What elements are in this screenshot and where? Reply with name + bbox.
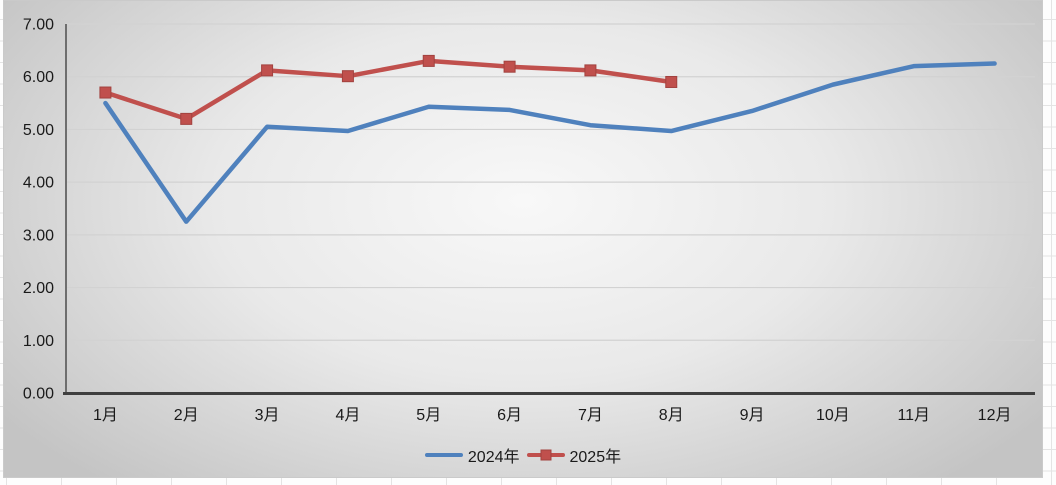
data-point-marker[interactable] (180, 112, 193, 125)
data-point-marker[interactable] (341, 70, 354, 83)
data-point-marker[interactable] (584, 64, 597, 77)
x-tick-labels: 1月 2月 3月 4月 5月 6月 7月 8月 9月 10月 11月 12月 (93, 407, 1012, 424)
data-point-marker[interactable] (665, 75, 678, 88)
data-point-marker[interactable] (503, 60, 516, 73)
legend-label-2024: 2024年 (467, 449, 520, 466)
y-tick-label: 3.00 (23, 227, 54, 244)
y-tick-labels: 0.00 1.00 2.00 3.00 4.00 5.00 6.00 7.00 (23, 17, 54, 403)
data-point-marker[interactable] (261, 64, 274, 77)
x-tick-label: 12月 (978, 407, 1012, 424)
x-tick-label: 11月 (897, 407, 930, 424)
x-tick-label: 1月 (93, 407, 118, 424)
x-tick-label: 7月 (578, 407, 603, 424)
y-tick-label: 4.00 (23, 175, 54, 192)
y-tick-label: 0.00 (23, 386, 54, 403)
legend-label-2025: 2025年 (569, 449, 622, 466)
x-tick-label: 6月 (497, 407, 522, 424)
y-tick-label: 7.00 (23, 17, 54, 34)
chart-plot: 0.00 1.00 2.00 3.00 4.00 5.00 6.00 7.00 1月 2月 3月 4月… (23, 17, 1035, 424)
x-tick-label: 5月 (416, 407, 441, 424)
data-point-marker[interactable] (422, 54, 435, 67)
y-tick-label: 6.00 (23, 69, 54, 86)
legend-item-2025[interactable]: 2025年 (526, 443, 622, 467)
y-tick-label: 2.00 (23, 280, 54, 297)
legend-square-marker-2025 (540, 449, 551, 461)
x-tick-label: 2月 (174, 407, 199, 424)
y-tick-label: 5.00 (23, 122, 54, 139)
legend-item-2024[interactable]: 2024年 (424, 443, 520, 467)
legend-line-swatch-2024 (424, 452, 463, 458)
series-line-2025年[interactable] (103, 58, 674, 122)
x-tick-label: 10月 (816, 407, 850, 424)
x-tick-label: 8月 (659, 407, 684, 424)
series-markers-2025年[interactable] (99, 54, 678, 125)
y-tick-label: 1.00 (23, 333, 54, 350)
x-tick-label: 3月 (255, 407, 280, 424)
chart-legend[interactable]: 2024年 2025年 (4, 443, 1042, 467)
x-tick-label: 4月 (335, 407, 360, 424)
data-point-marker[interactable] (99, 86, 112, 99)
legend-line-marker-swatch-2025 (526, 449, 565, 461)
x-tick-label: 9月 (740, 407, 765, 424)
chart-area[interactable]: 0.00 1.00 2.00 3.00 4.00 5.00 6.00 7.00 1月 2月 3月 4月… (3, 0, 1043, 478)
series-line-2024年[interactable] (103, 61, 997, 224)
